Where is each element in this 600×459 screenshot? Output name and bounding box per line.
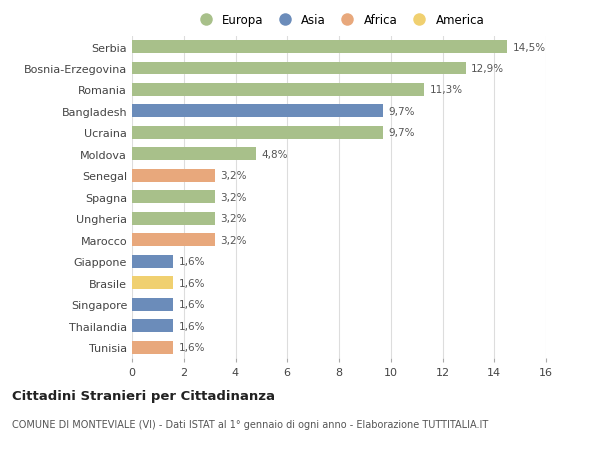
Text: 14,5%: 14,5%: [512, 42, 545, 52]
Text: 3,2%: 3,2%: [220, 192, 247, 202]
Text: 12,9%: 12,9%: [471, 64, 504, 74]
Text: 1,6%: 1,6%: [179, 342, 205, 353]
Text: 1,6%: 1,6%: [179, 299, 205, 309]
Bar: [132, 84, 424, 97]
Text: 1,6%: 1,6%: [179, 257, 205, 267]
Text: 9,7%: 9,7%: [388, 106, 415, 117]
Bar: [132, 105, 383, 118]
Bar: [132, 255, 173, 268]
Legend: Europa, Asia, Africa, America: Europa, Asia, Africa, America: [190, 11, 488, 30]
Bar: [132, 298, 173, 311]
Text: COMUNE DI MONTEVIALE (VI) - Dati ISTAT al 1° gennaio di ogni anno - Elaborazione: COMUNE DI MONTEVIALE (VI) - Dati ISTAT a…: [12, 419, 488, 429]
Text: Cittadini Stranieri per Cittadinanza: Cittadini Stranieri per Cittadinanza: [12, 389, 275, 403]
Bar: [132, 213, 215, 225]
Bar: [132, 234, 215, 246]
Bar: [132, 319, 173, 332]
Bar: [132, 341, 173, 354]
Text: 1,6%: 1,6%: [179, 321, 205, 331]
Bar: [132, 169, 215, 182]
Text: 4,8%: 4,8%: [262, 150, 288, 160]
Bar: [132, 62, 466, 75]
Bar: [132, 41, 507, 54]
Text: 3,2%: 3,2%: [220, 235, 247, 245]
Text: 3,2%: 3,2%: [220, 171, 247, 181]
Text: 9,7%: 9,7%: [388, 128, 415, 138]
Text: 3,2%: 3,2%: [220, 214, 247, 224]
Text: 11,3%: 11,3%: [430, 85, 463, 95]
Bar: [132, 277, 173, 290]
Bar: [132, 127, 383, 140]
Bar: [132, 191, 215, 204]
Text: 1,6%: 1,6%: [179, 278, 205, 288]
Bar: [132, 148, 256, 161]
